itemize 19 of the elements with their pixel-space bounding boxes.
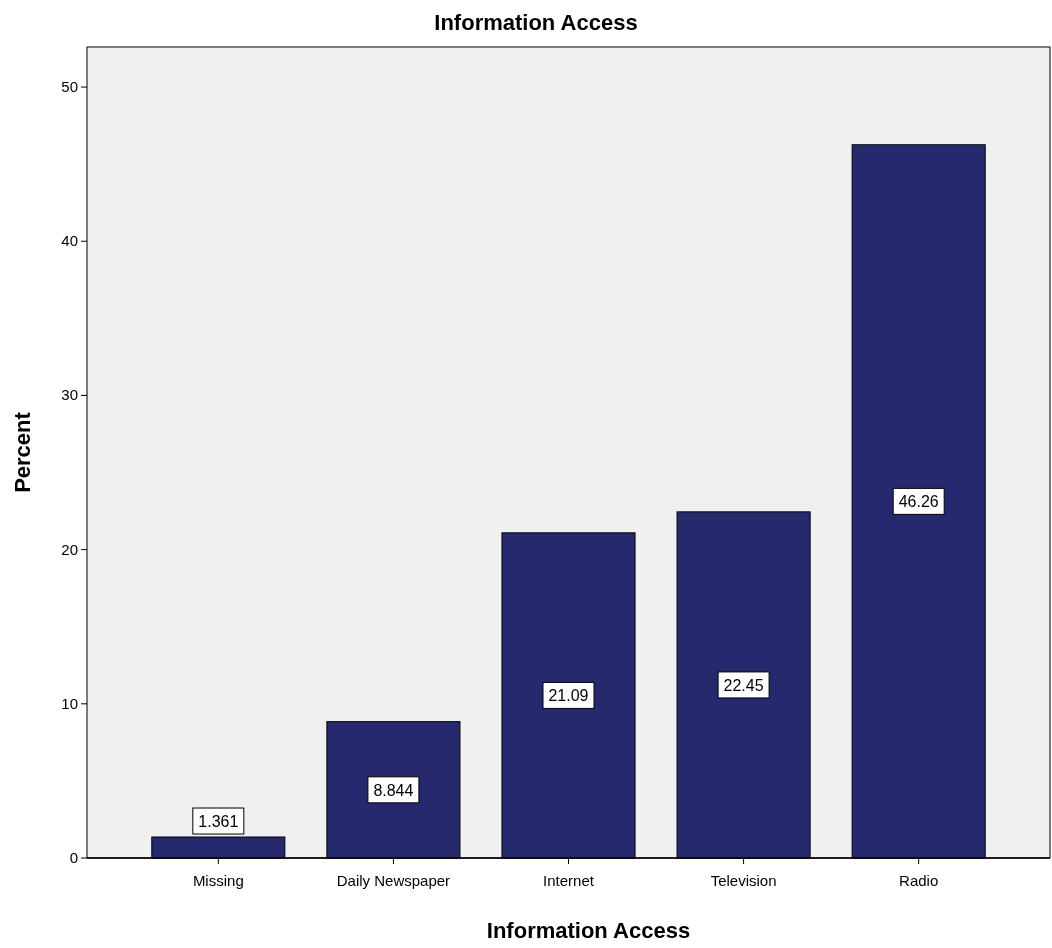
y-tick-label: 20 — [61, 540, 78, 558]
x-tick-label: Daily Newspaper — [336, 872, 451, 889]
data-label: 22.45 — [723, 676, 764, 694]
y-axis-title: Percent — [10, 411, 35, 493]
x-tick-label: Radio — [899, 872, 939, 889]
x-axis-title: Information Access — [486, 918, 691, 943]
y-tick-label: 0 — [69, 849, 78, 866]
y-tick-label: 50 — [61, 78, 78, 96]
y-tick-label: 10 — [61, 694, 78, 712]
x-tick-label: Missing — [192, 872, 244, 889]
y-tick-label: 40 — [61, 232, 78, 250]
x-tick-label: Internet — [543, 872, 595, 889]
data-label: 8.844 — [373, 781, 414, 799]
chart-title: Information Access — [434, 10, 638, 35]
y-tick-label: 30 — [61, 386, 78, 404]
data-label: 21.09 — [548, 687, 589, 705]
x-tick-label: Television — [710, 872, 777, 889]
data-label: 46.26 — [898, 493, 939, 511]
data-label: 1.361 — [198, 813, 239, 831]
